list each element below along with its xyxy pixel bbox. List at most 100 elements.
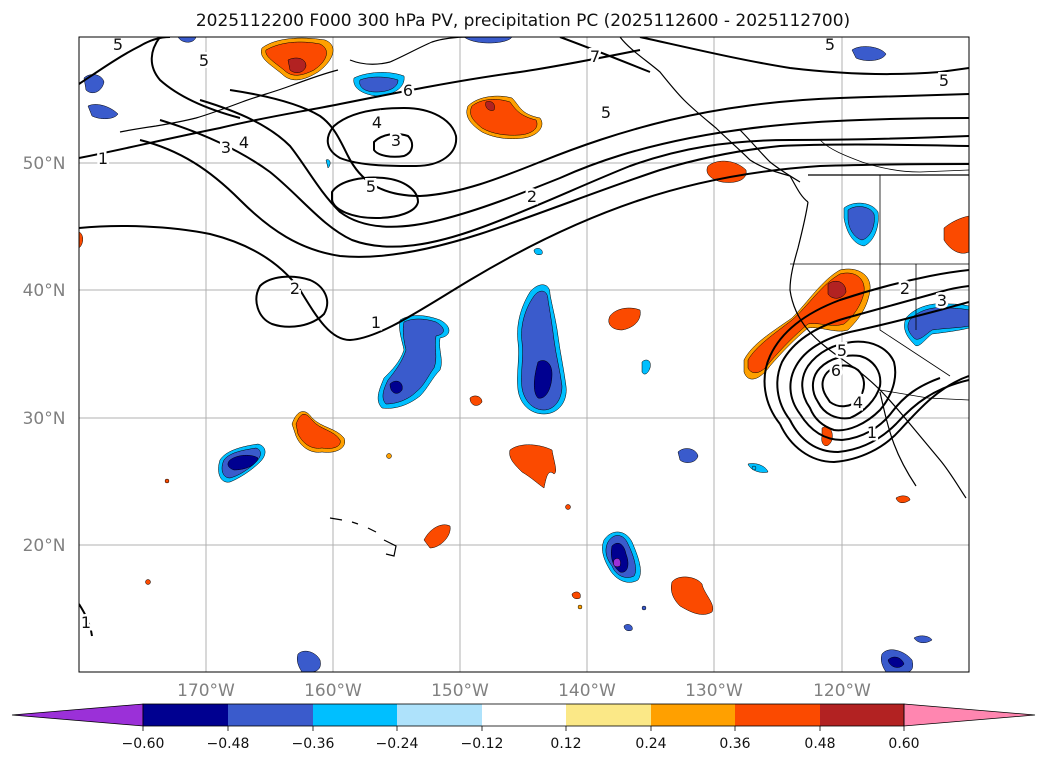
colorbar-segment bbox=[143, 704, 228, 726]
pos-blob-hawaii-east bbox=[423, 524, 451, 549]
pv-cutoff-1 bbox=[763, 269, 969, 425]
contour-label: 5 bbox=[939, 71, 949, 90]
neg-blob-small-5 bbox=[623, 624, 633, 632]
colorbar-segment bbox=[566, 704, 651, 726]
neg-blob-small-6 bbox=[913, 635, 933, 643]
pv-contour-1-north bbox=[79, 49, 641, 159]
contour-label: 2 bbox=[527, 187, 537, 206]
contour-label: 6 bbox=[403, 81, 413, 100]
colorbar-left-extend bbox=[11, 703, 144, 727]
contour-label: 1 bbox=[371, 313, 381, 332]
pv-cutoff-2b bbox=[789, 379, 969, 454]
contour-label: 4 bbox=[853, 393, 863, 412]
lon-label-150w: 150°W bbox=[431, 681, 489, 701]
pos-blob-mid-25n bbox=[509, 444, 556, 489]
pv-contour-top-5 bbox=[79, 37, 171, 85]
contour-label: 3 bbox=[937, 291, 947, 310]
pos-blob-ne-30n bbox=[608, 307, 641, 331]
contour-label: 1 bbox=[98, 149, 108, 168]
contour-label: 2 bbox=[900, 279, 910, 298]
colorbar-tick-label: −0.12 bbox=[461, 736, 504, 752]
pv-cutoff-3b bbox=[799, 377, 941, 442]
colorbar-segment bbox=[482, 704, 566, 726]
colorbar-right-extend bbox=[903, 703, 1036, 727]
lon-label-140w: 140°W bbox=[558, 681, 616, 701]
neg-blob-small-3 bbox=[641, 359, 651, 375]
graticule bbox=[79, 37, 969, 672]
latitude-labels: 50°N 40°N 30°N 20°N bbox=[23, 154, 66, 556]
contour-label: 3 bbox=[221, 138, 231, 157]
colorbar-segment bbox=[228, 704, 313, 726]
pv-contour-top-right-7 bbox=[559, 37, 651, 73]
pv-contour-5 bbox=[199, 99, 969, 228]
pos-blob-bc-coast bbox=[706, 160, 747, 183]
lon-label-160w: 160°W bbox=[304, 681, 362, 701]
longitude-labels: 170°W 160°W 150°W 140°W 130°W 120°W bbox=[177, 681, 871, 701]
colorbar-tick-label: −0.48 bbox=[207, 736, 250, 752]
neg-blob-small-4 bbox=[533, 248, 543, 256]
pv-low-ring-4 bbox=[326, 106, 458, 168]
pv-contours bbox=[79, 37, 969, 637]
lat-label-50n: 50°N bbox=[23, 154, 66, 174]
pos-blob-small-16n bbox=[571, 591, 581, 600]
contour-label: 4 bbox=[372, 113, 382, 132]
colorbar-tick-label: 0.12 bbox=[550, 736, 581, 752]
lon-label-170w: 170°W bbox=[177, 681, 235, 701]
contour-label: 5 bbox=[825, 35, 835, 54]
contour-label: 7 bbox=[590, 47, 600, 66]
pos-blob-baja bbox=[895, 495, 911, 503]
pv-contour-6 bbox=[229, 89, 969, 198]
contour-label: 5 bbox=[837, 341, 847, 360]
neg-blob-small-1 bbox=[677, 448, 699, 463]
pos-blob-nw-corner bbox=[943, 215, 969, 254]
colorbar-tick-label: 0.36 bbox=[719, 736, 750, 752]
contour-label: 1 bbox=[867, 423, 877, 442]
colorbar-tick-label: −0.60 bbox=[122, 736, 165, 752]
pv-contour-1-outer bbox=[79, 163, 969, 342]
pv-cutoff-6 bbox=[821, 364, 865, 408]
neg-blob-aleutian-1 bbox=[83, 74, 105, 93]
alaska-peninsula bbox=[349, 37, 471, 65]
colorbar-tick-label: −0.36 bbox=[292, 736, 335, 752]
colorbar-segment bbox=[651, 704, 735, 726]
pv-contour-3-4 bbox=[139, 139, 969, 258]
lat-label-20n: 20°N bbox=[23, 536, 66, 556]
colorbar: −0.60 −0.48 −0.36 −0.24 −0.12 0.12 0.24 … bbox=[11, 703, 1036, 752]
colorbar-tick-label: −0.24 bbox=[376, 736, 419, 752]
neg-blob-aleutian-2 bbox=[87, 104, 119, 119]
lat-label-40n: 40°N bbox=[23, 281, 66, 301]
mexico-border bbox=[879, 389, 969, 401]
neg-blob-bottom-1 bbox=[296, 650, 321, 672]
pos-blob-small-31n bbox=[469, 395, 483, 406]
contour-label: 4 bbox=[239, 133, 249, 152]
contour-labels: 5 5 6 7 5 5 5 4 3 3 4 1 5 2 2 1 2 3 5 6 … bbox=[79, 35, 952, 635]
colorbar-segment bbox=[313, 704, 397, 726]
colorbar-tick-label: 0.48 bbox=[804, 736, 835, 752]
pv-contour-2-west bbox=[255, 275, 329, 328]
colorbar-segment bbox=[820, 704, 904, 726]
contour-label: 5 bbox=[199, 51, 209, 70]
contour-label: 6 bbox=[831, 361, 841, 380]
pv-contour-2 bbox=[159, 119, 969, 248]
neg-blob-small-2 bbox=[747, 463, 769, 473]
colorbar-tick-label: 0.60 bbox=[888, 736, 919, 752]
us-west-coast bbox=[789, 201, 967, 499]
colorbar-tick-label: 0.24 bbox=[635, 736, 666, 752]
pv-cutoff-5 bbox=[812, 354, 882, 420]
contour-label: 3 bbox=[391, 131, 401, 150]
lat-label-30n: 30°N bbox=[23, 409, 66, 429]
bc-inlets bbox=[819, 139, 969, 173]
pv-contour-bottom-left bbox=[79, 603, 93, 637]
pv-cutoff-4 bbox=[801, 340, 897, 432]
lon-label-120w: 120°W bbox=[813, 681, 871, 701]
contour-label: 1 bbox=[81, 613, 91, 632]
pv-cutoff-2 bbox=[776, 285, 969, 421]
pv-low-ring-3 bbox=[373, 133, 414, 158]
contour-label: 5 bbox=[601, 103, 611, 122]
figure-title: 2025112200 F000 300 hPa PV, precipitatio… bbox=[196, 11, 850, 31]
pv-cutoff-1b bbox=[779, 375, 969, 464]
baja-peninsula bbox=[879, 391, 917, 487]
contour-label: 2 bbox=[290, 279, 300, 298]
pos-blob-south-15n bbox=[671, 576, 714, 615]
